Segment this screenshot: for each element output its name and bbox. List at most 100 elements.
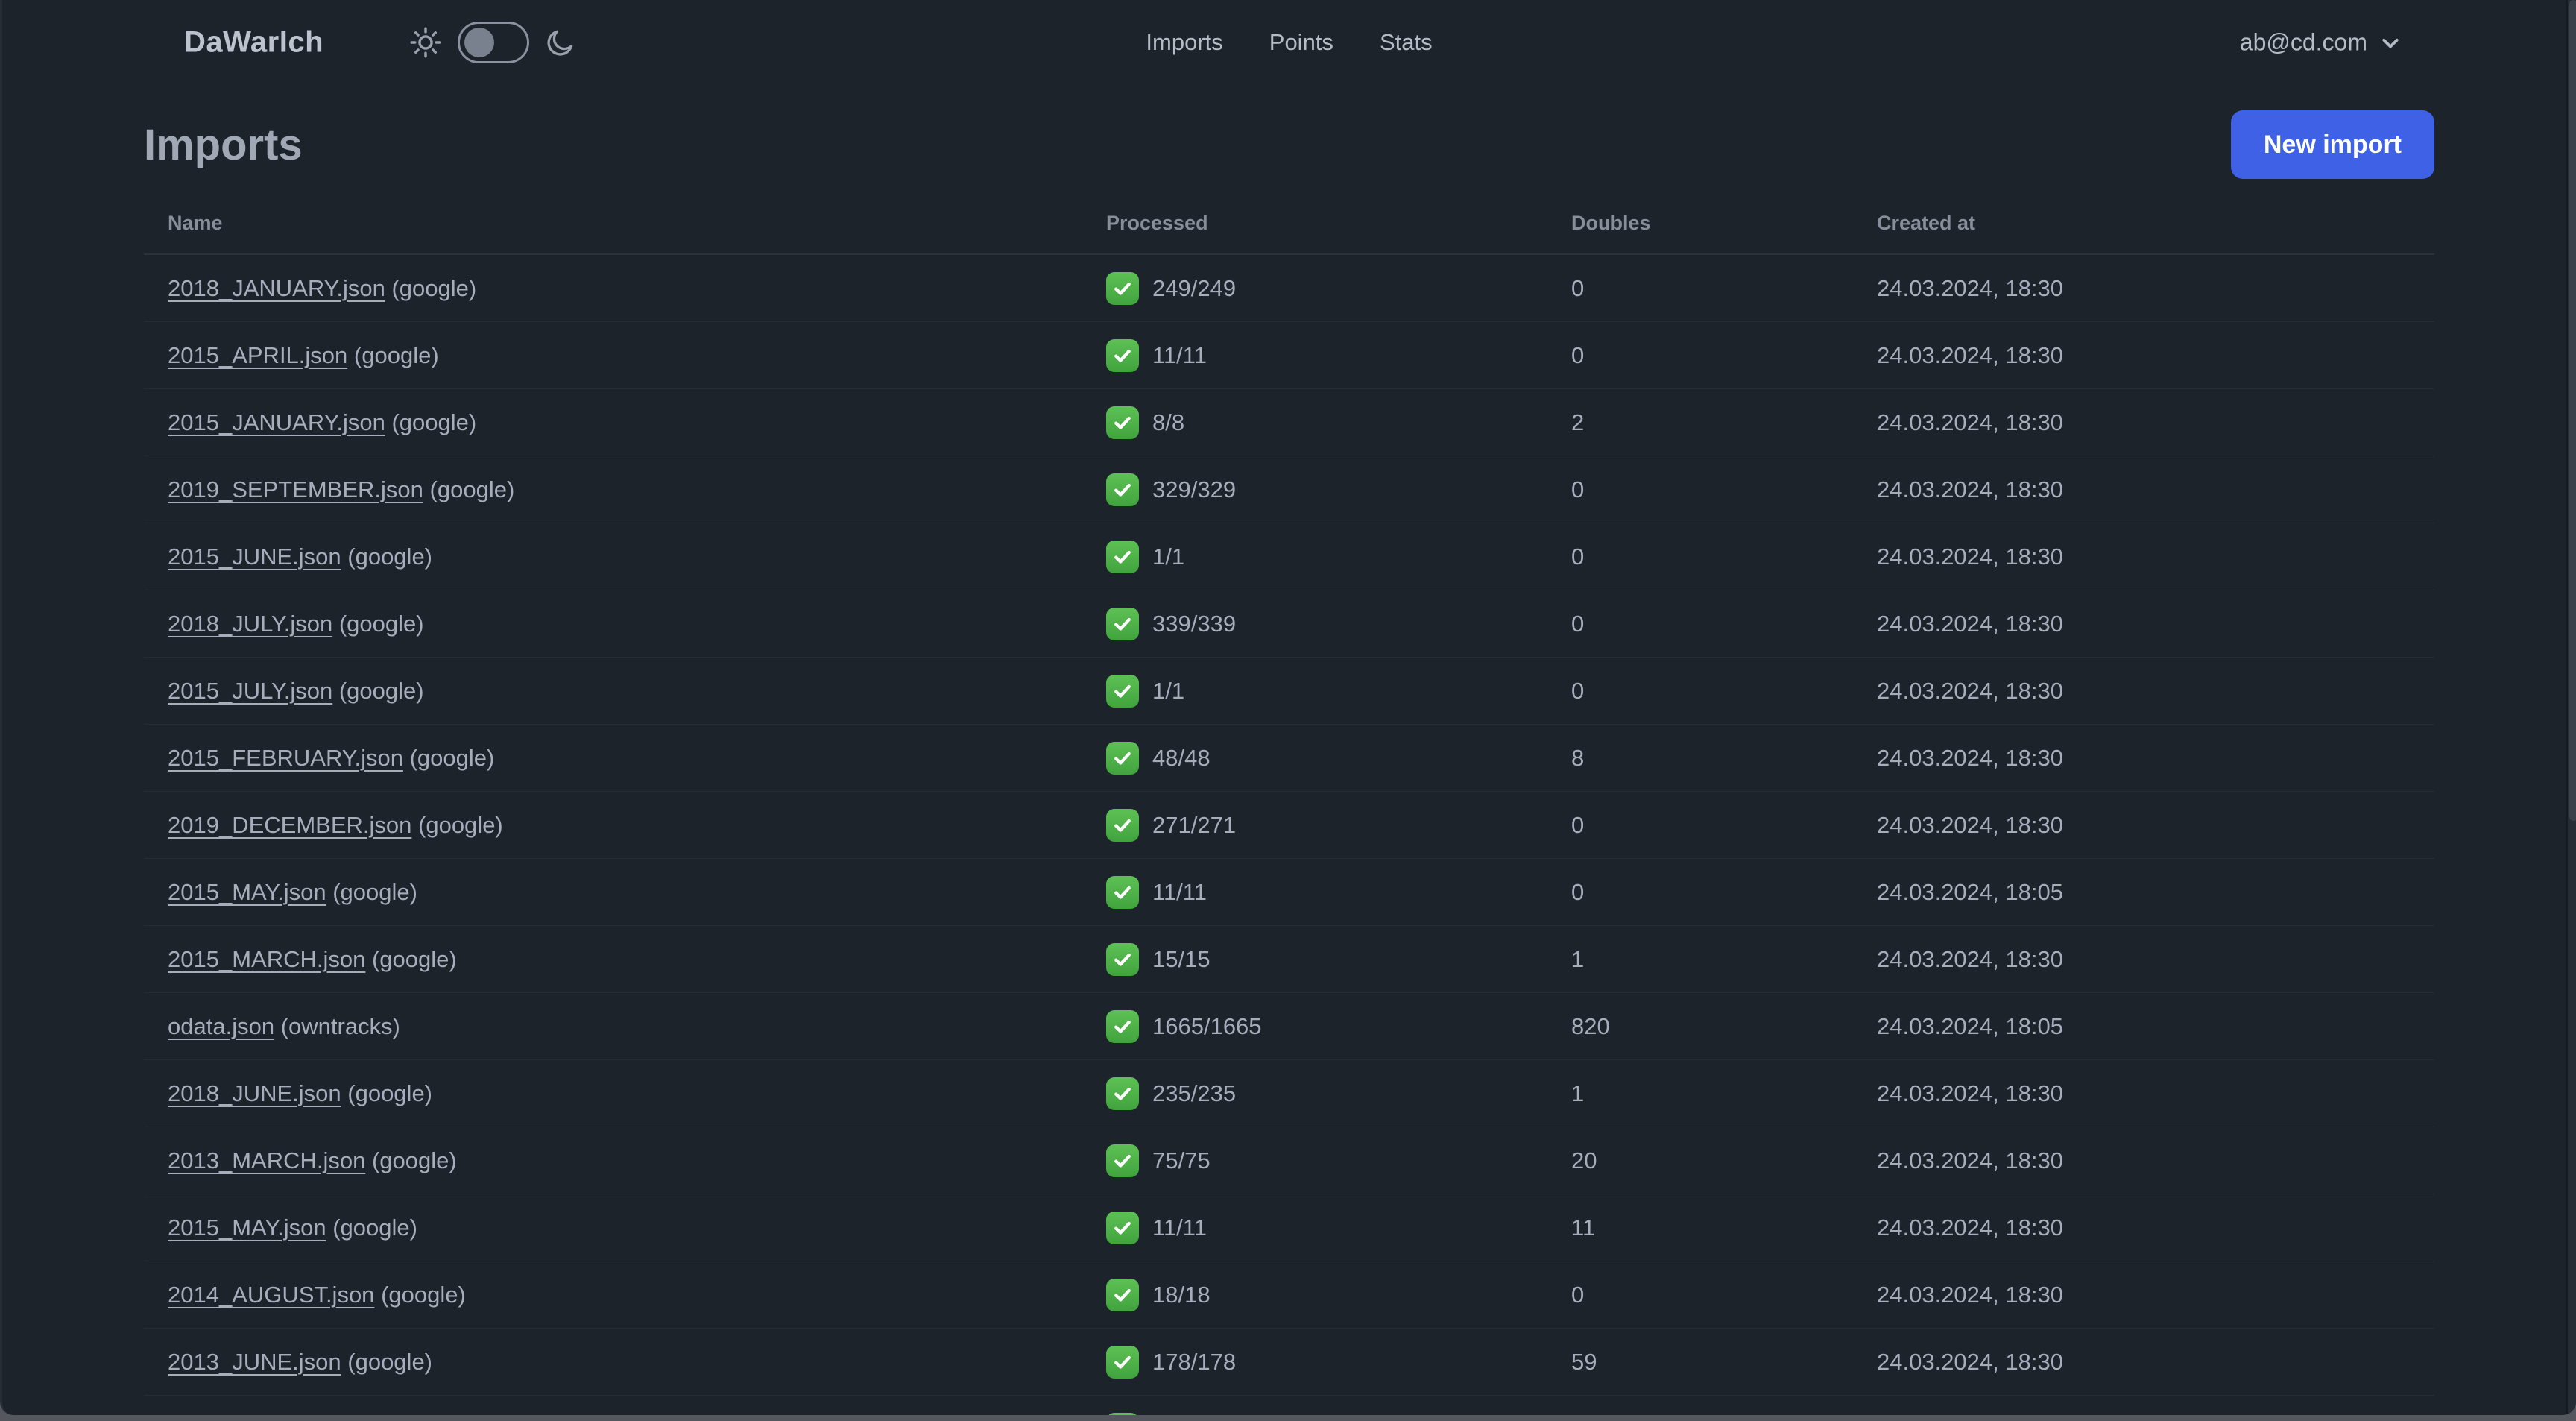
moon-icon — [544, 26, 577, 59]
import-file-link[interactable]: 2015_JANUARY.json — [168, 409, 385, 435]
import-file-link[interactable]: 2018_JULY.json — [168, 610, 333, 637]
cell-doubles: 0 — [1571, 341, 1585, 368]
navbar: DaWarIch Imports P — [2, 0, 2576, 85]
green-check-icon — [1106, 1278, 1139, 1311]
table-row: 2019_DECEMBER.json (google) 271/271 0 24… — [144, 792, 2434, 859]
cell-processed: 11/11 — [1106, 1211, 1571, 1244]
processed-count: 75/75 — [1152, 1147, 1210, 1173]
import-file-link[interactable]: 2019_SEPTEMBER.json — [168, 476, 423, 502]
processed-count: 1/1 — [1152, 677, 1185, 704]
import-source-label: (google) — [391, 409, 477, 435]
vertical-scrollbar-track[interactable] — [2566, 0, 2576, 1415]
cell-created-at: 24.03.2024, 18:30 — [1877, 274, 2063, 301]
import-file-link[interactable]: 2015_JULY.json — [168, 677, 333, 704]
green-check-icon — [1106, 1413, 1139, 1415]
chevron-down-icon — [2379, 31, 2402, 54]
table-row: 2013_MARCH.json (google) 75/75 20 24.03.… — [144, 1127, 2434, 1194]
cell-name: 2013_JUNE.json (google) — [168, 1349, 1106, 1376]
processed-count: 1/1 — [1152, 543, 1185, 570]
green-check-icon — [1106, 674, 1139, 708]
green-check-icon — [1106, 741, 1139, 775]
table-row: 2018_JULY.json (google) 339/339 0 24.03.… — [144, 590, 2434, 658]
processed-count: 271/271 — [1152, 811, 1237, 838]
import-file-link[interactable]: 2015_JUNE.json — [168, 543, 341, 570]
import-source-label: (google) — [338, 610, 424, 637]
column-header-created-at: Created at — [1877, 211, 1976, 234]
import-source-label: (google) — [391, 274, 477, 301]
import-file-link[interactable]: 2015_MARCH.json — [168, 945, 366, 972]
processed-count: 235/235 — [1152, 1080, 1237, 1106]
brand-logo[interactable]: DaWarIch — [184, 25, 324, 59]
import-source-label: (google) — [371, 1147, 457, 1173]
processed-count: 11/11 — [1152, 878, 1207, 905]
column-header-doubles: Doubles — [1571, 211, 1651, 234]
cell-name: 2014_AUGUST.json (google) — [168, 1282, 1106, 1308]
cell-created-at: 24.03.2024, 18:30 — [1877, 1080, 2063, 1106]
cell-name: 2019_SEPTEMBER.json (google) — [168, 476, 1106, 503]
cell-name: 2019_DECEMBER.json (google) — [168, 812, 1106, 839]
cell-doubles: 20 — [1571, 1147, 1597, 1173]
processed-count: 11/11 — [1152, 341, 1207, 368]
cell-name: 2018_JUNE.json (google) — [168, 1080, 1106, 1107]
green-check-icon — [1106, 406, 1139, 439]
table-row-partial — [144, 1396, 2434, 1415]
cell-created-at: 24.03.2024, 18:30 — [1877, 341, 2063, 368]
processed-count: 48/48 — [1152, 744, 1210, 771]
import-file-link[interactable]: 2015_APRIL.json — [168, 341, 348, 368]
nav-link-points[interactable]: Points — [1269, 29, 1333, 55]
table-row: 2015_FEBRUARY.json (google) 48/48 8 24.0… — [144, 725, 2434, 792]
cell-name: odata.json (owntracks) — [168, 1013, 1106, 1040]
cell-doubles: 0 — [1571, 677, 1585, 704]
green-check-icon — [1106, 607, 1139, 640]
import-file-link[interactable]: 2015_MAY.json — [168, 1214, 326, 1241]
vertical-scrollbar-thumb[interactable] — [2569, 0, 2576, 821]
cell-processed: 1/1 — [1106, 674, 1571, 708]
green-check-icon — [1106, 1077, 1139, 1110]
cell-created-at: 24.03.2024, 18:30 — [1877, 945, 2063, 972]
import-source-label: (google) — [332, 1214, 417, 1241]
theme-toggle[interactable] — [458, 22, 529, 63]
table-row: 2015_JULY.json (google) 1/1 0 24.03.2024… — [144, 658, 2434, 725]
cell-name: 2015_FEBRUARY.json (google) — [168, 745, 1106, 772]
cell-created-at: 24.03.2024, 18:30 — [1877, 610, 2063, 637]
import-file-link[interactable]: 2018_JANUARY.json — [168, 274, 385, 301]
cell-processed: 249/249 — [1106, 271, 1571, 305]
green-check-icon — [1106, 1211, 1139, 1244]
cell-processed: 1/1 — [1106, 540, 1571, 573]
cell-processed: 15/15 — [1106, 942, 1571, 976]
import-file-link[interactable]: 2015_FEBRUARY.json — [168, 744, 403, 771]
cell-processed: 8/8 — [1106, 406, 1571, 439]
table-row: 2015_MAY.json (google) 11/11 11 24.03.20… — [144, 1194, 2434, 1261]
import-file-link[interactable]: 2014_AUGUST.json — [168, 1281, 375, 1308]
table-row: 2015_JUNE.json (google) 1/1 0 24.03.2024… — [144, 523, 2434, 590]
nav-link-stats[interactable]: Stats — [1379, 29, 1433, 55]
import-file-link[interactable]: 2019_DECEMBER.json — [168, 811, 412, 838]
nav-link-imports[interactable]: Imports — [1146, 29, 1223, 55]
green-check-icon — [1106, 808, 1139, 842]
theme-toggle-knob[interactable] — [464, 28, 494, 57]
user-menu[interactable]: ab@cd.com — [2240, 29, 2402, 57]
cell-name: 2015_JULY.json (google) — [168, 678, 1106, 705]
column-header-name: Name — [168, 211, 223, 234]
cell-created-at: 24.03.2024, 18:30 — [1877, 476, 2063, 502]
page-title: Imports — [144, 120, 303, 169]
theme-switcher — [408, 22, 577, 63]
import-file-link[interactable]: 2013_JUNE.json — [168, 1348, 341, 1375]
cell-processed: 1665/1665 — [1106, 1009, 1571, 1043]
cell-processed: 178/178 — [1106, 1345, 1571, 1379]
import-file-link[interactable]: 2018_JUNE.json — [168, 1080, 341, 1106]
new-import-button[interactable]: New import — [2230, 110, 2434, 179]
import-file-link[interactable]: odata.json — [168, 1012, 275, 1039]
import-source-label: (owntracks) — [280, 1012, 400, 1039]
cell-name: 2015_JUNE.json (google) — [168, 543, 1106, 570]
import-file-link[interactable]: 2015_MAY.json — [168, 878, 326, 905]
cell-doubles: 0 — [1571, 811, 1585, 838]
cell-created-at: 24.03.2024, 18:05 — [1877, 1012, 2063, 1039]
table-row: 2019_SEPTEMBER.json (google) 329/329 0 2… — [144, 456, 2434, 523]
import-file-link[interactable]: 2013_MARCH.json — [168, 1147, 366, 1173]
cell-doubles: 0 — [1571, 274, 1585, 301]
processed-count: 15/15 — [1152, 945, 1210, 972]
table-row: 2015_APRIL.json (google) 11/11 0 24.03.2… — [144, 322, 2434, 389]
table-header-row: Name Processed Doubles Created at — [144, 192, 2434, 255]
